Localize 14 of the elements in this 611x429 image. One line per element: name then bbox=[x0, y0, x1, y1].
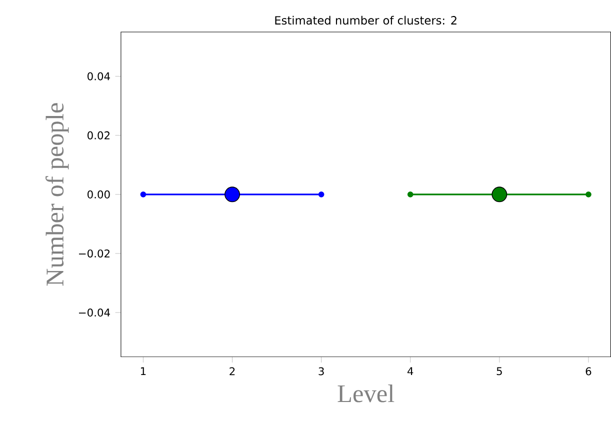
y-tick-label: −0.02 bbox=[79, 250, 110, 258]
x-tick-label: 1 bbox=[140, 367, 146, 376]
y-tick-label: 0.00 bbox=[88, 190, 110, 199]
x-tick-label: 2 bbox=[230, 367, 235, 376]
y-tick-label: 0.02 bbox=[88, 131, 110, 140]
x-tick-label: 6 bbox=[586, 367, 592, 376]
x-axis-title: Level bbox=[338, 384, 394, 402]
x-tick-label: 5 bbox=[496, 367, 502, 376]
x-tick-label: 3 bbox=[318, 367, 324, 376]
chart-title: Estimated number of clusters: 2 bbox=[275, 16, 456, 25]
y-axis-title: Number of people bbox=[46, 103, 69, 286]
x-tick-label: 4 bbox=[408, 367, 414, 376]
y-tick-label: −0.04 bbox=[79, 308, 110, 317]
y-tick-label: 0.04 bbox=[88, 72, 110, 80]
